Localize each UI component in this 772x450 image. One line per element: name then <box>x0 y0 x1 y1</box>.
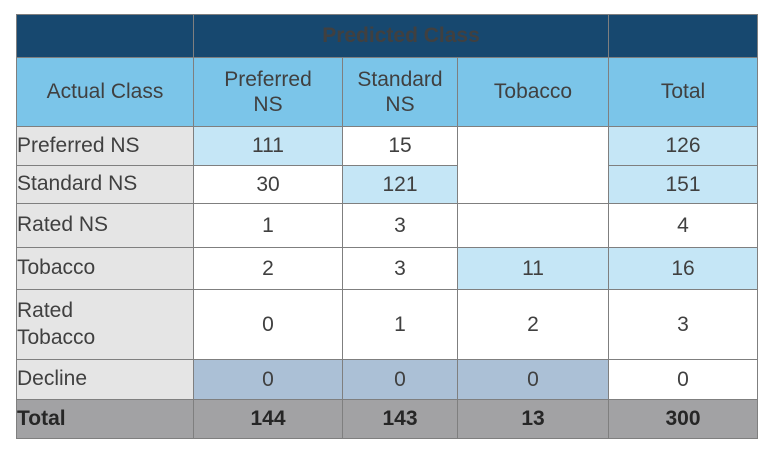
cell-rated-ns-standard-ns: 3 <box>342 203 458 248</box>
actual-class-header: Actual Class <box>16 57 194 127</box>
cell-decline-preferred-ns: 0 <box>193 359 343 400</box>
row-decline: Decline 0 0 0 0 <box>16 359 758 400</box>
cell-standard-ns-preferred-ns: 30 <box>193 165 343 204</box>
cell-decline-tobacco: 0 <box>457 359 609 400</box>
cell-tobacco-total: 16 <box>608 247 758 290</box>
col-header-standard-ns: Standard NS <box>342 57 458 127</box>
cell-tobacco-standard-ns: 3 <box>342 247 458 290</box>
row-label-rated-ns: Rated NS <box>16 203 194 248</box>
row-label-rated-tobacco: Rated Tobacco <box>16 289 194 360</box>
row-label-standard-ns: Standard NS <box>16 165 194 204</box>
row-standard-ns: Standard NS 30 121 151 <box>16 165 758 204</box>
cell-standard-ns-total: 151 <box>608 165 758 204</box>
col-header-total: Total <box>608 57 758 127</box>
row-rated-ns: Rated NS 1 3 4 <box>16 203 758 248</box>
cell-preferred-ns-total: 126 <box>608 126 758 166</box>
cell-preferred-ns-standard-ns: 15 <box>342 126 458 166</box>
cell-total-standard-ns: 143 <box>342 399 458 439</box>
row-tobacco: Tobacco 2 3 11 16 <box>16 247 758 290</box>
cell-total-tobacco: 13 <box>457 399 609 439</box>
cell-decline-total: 0 <box>608 359 758 400</box>
row-label-preferred-ns: Preferred NS <box>16 126 194 166</box>
total-column-band-cell <box>608 14 758 58</box>
cell-rated-ns-preferred-ns: 1 <box>193 203 343 248</box>
predicted-class-header: Predicted Class <box>193 14 609 58</box>
confusion-matrix-table: Predicted Class Actual Class Preferred N… <box>16 14 758 439</box>
cell-tobacco-preferred-ns: 2 <box>193 247 343 290</box>
row-preferred-ns: Preferred NS 111 15 126 <box>16 126 758 204</box>
cell-preferred-standard-ns-tobacco-blank <box>457 126 609 204</box>
column-header-row: Actual Class Preferred NS Standard NS To… <box>16 57 758 127</box>
cell-tobacco-tobacco: 11 <box>457 247 609 290</box>
row-label-total: Total <box>16 399 194 439</box>
cell-rated-tobacco-standard-ns: 1 <box>342 289 458 360</box>
cell-total-preferred-ns: 144 <box>193 399 343 439</box>
cell-decline-standard-ns: 0 <box>342 359 458 400</box>
cell-standard-ns-standard-ns: 121 <box>342 165 458 204</box>
col-header-tobacco: Tobacco <box>457 57 609 127</box>
row-total: Total 144 143 13 300 <box>16 399 758 439</box>
cell-preferred-ns-preferred-ns: 111 <box>193 126 343 166</box>
confusion-matrix: Predicted Class Actual Class Preferred N… <box>16 14 758 439</box>
cell-rated-ns-tobacco-blank <box>457 203 609 248</box>
cell-rated-ns-total: 4 <box>608 203 758 248</box>
col-header-preferred-ns: Preferred NS <box>193 57 343 127</box>
cell-rated-tobacco-preferred-ns: 0 <box>193 289 343 360</box>
cell-total-total: 300 <box>608 399 758 439</box>
predicted-class-band: Predicted Class <box>16 14 758 58</box>
cell-rated-tobacco-tobacco: 2 <box>457 289 609 360</box>
row-label-decline: Decline <box>16 359 194 400</box>
row-label-tobacco: Tobacco <box>16 247 194 290</box>
row-rated-tobacco: Rated Tobacco 0 1 2 3 <box>16 289 758 360</box>
cell-rated-tobacco-total: 3 <box>608 289 758 360</box>
corner-cell <box>16 14 194 58</box>
